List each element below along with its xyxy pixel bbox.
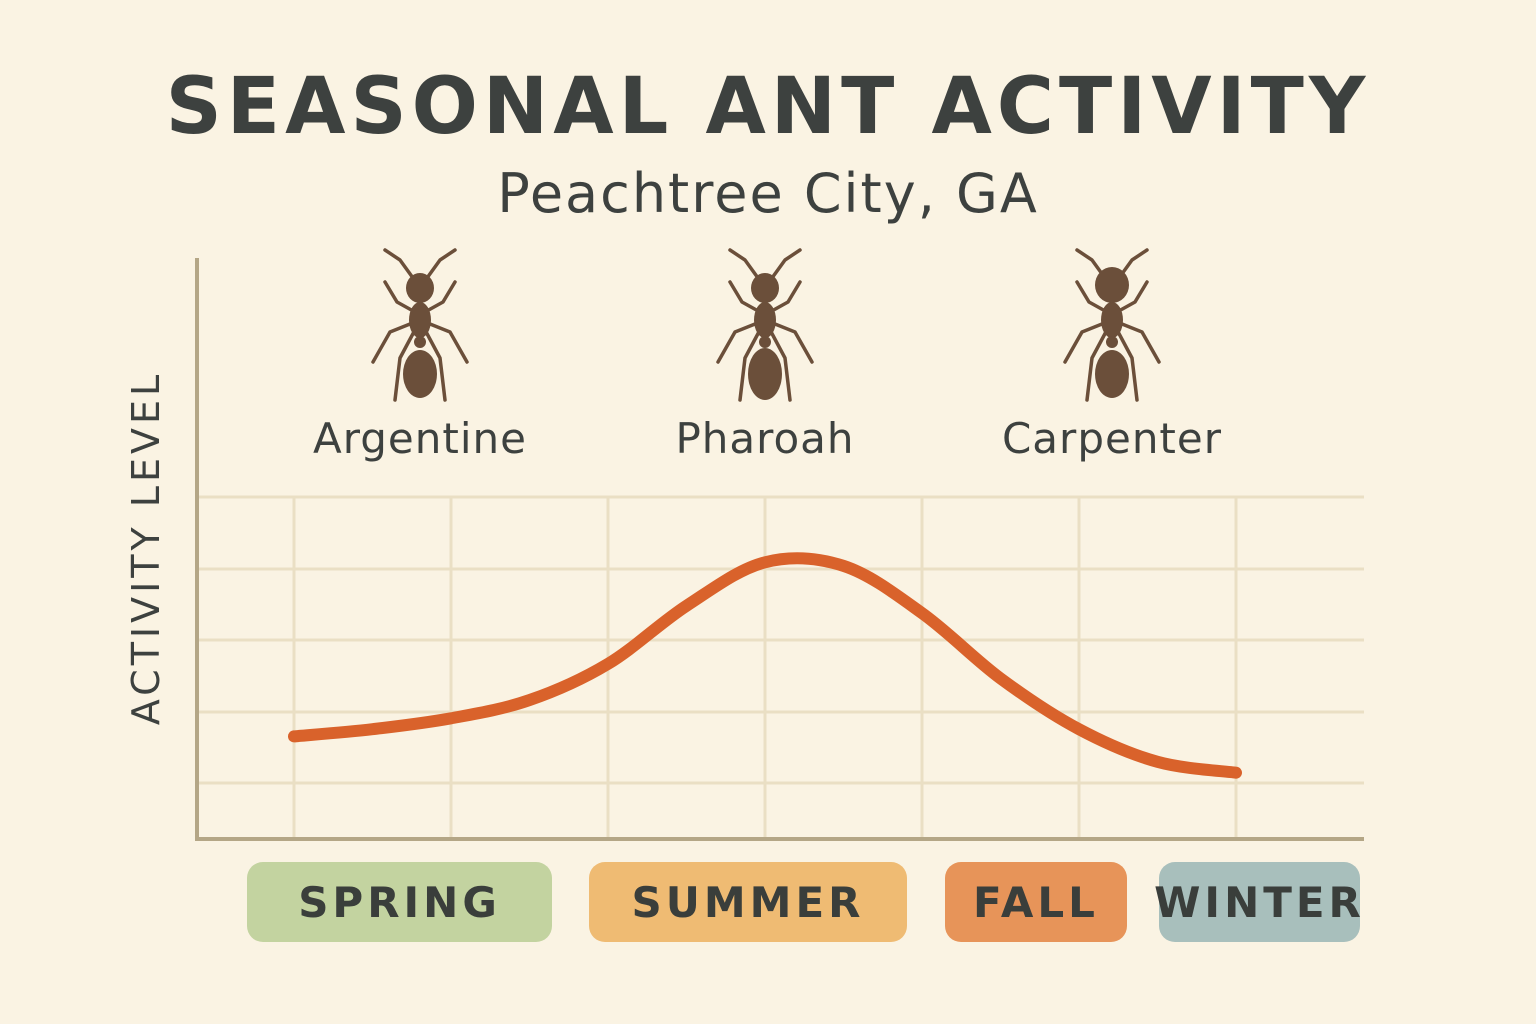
series-line-0 — [288, 552, 1242, 779]
ant-icon — [1037, 240, 1187, 410]
chart-title: SEASONAL ANT ACTIVITY — [165, 62, 1371, 152]
ant-label: Pharoah — [675, 414, 855, 463]
season-label: SUMMER — [589, 862, 907, 942]
season-label: FALL — [945, 862, 1127, 942]
ant-icon — [690, 240, 840, 410]
series-layer — [288, 552, 1242, 779]
season-label: WINTER — [1154, 862, 1361, 942]
ant-label: Carpenter — [1001, 414, 1223, 463]
grid — [197, 495, 1364, 838]
ant-label: Argentine — [313, 414, 527, 463]
chart-subtitle: Peachtree City, GA — [497, 162, 1039, 225]
season-label: SPRING — [247, 862, 552, 942]
ant-icon — [345, 240, 495, 410]
axes — [195, 258, 1364, 841]
